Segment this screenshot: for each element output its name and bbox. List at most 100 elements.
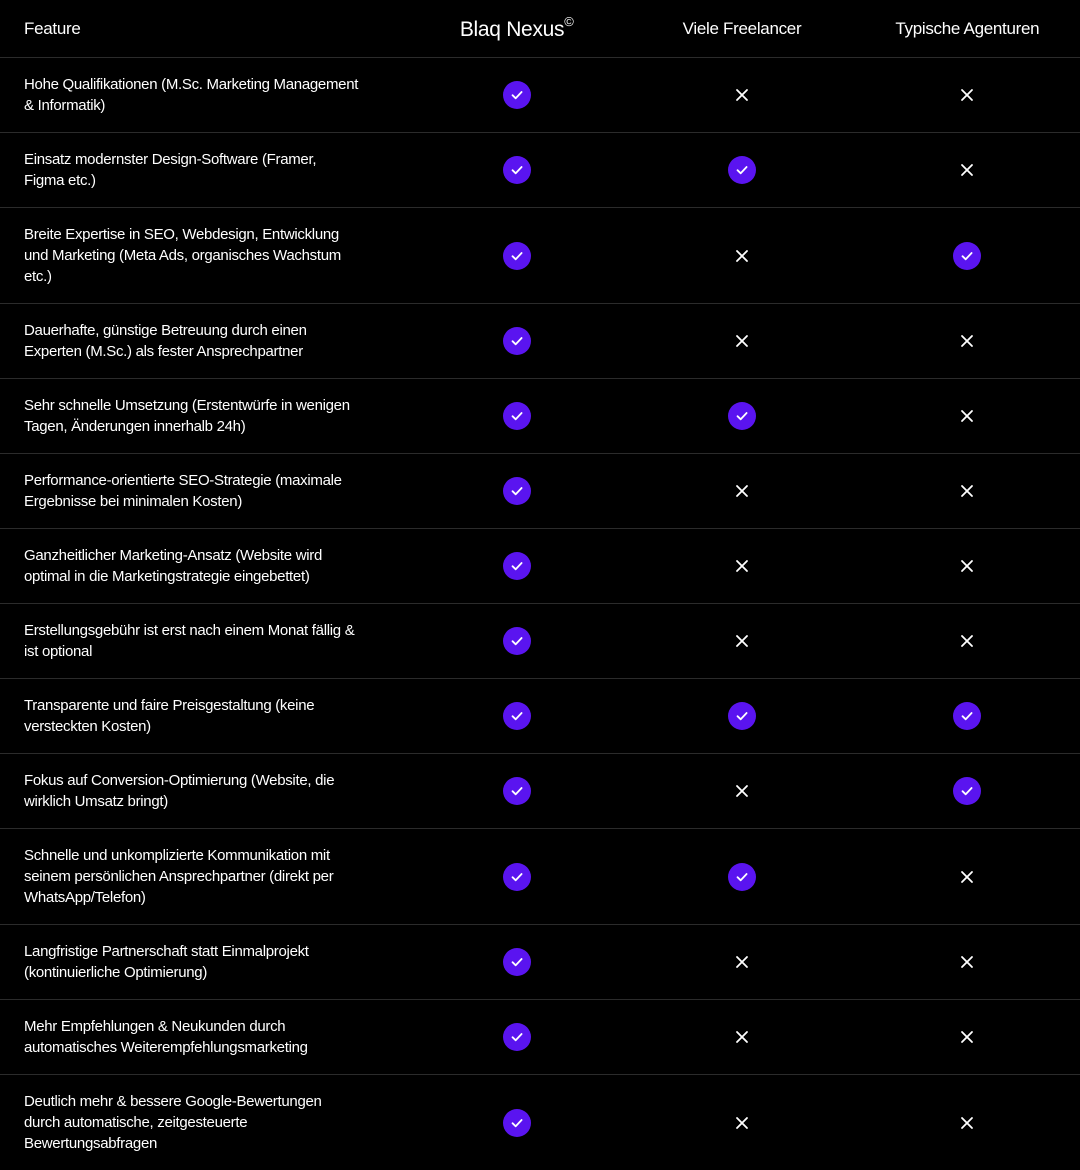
check-icon	[502, 401, 532, 431]
value-cell	[404, 133, 629, 208]
check-circle	[953, 242, 981, 270]
check-circle	[503, 627, 531, 655]
value-cell	[855, 379, 1080, 454]
check-icon	[502, 241, 532, 271]
table-row: Hohe Qualifikationen (M.Sc. Marketing Ma…	[0, 58, 1080, 133]
feature-cell: Ganzheitlicher Marketing-Ansatz (Website…	[0, 529, 404, 604]
table-body: Hohe Qualifikationen (M.Sc. Marketing Ma…	[0, 58, 1080, 1170]
feature-label: Erstellungsgebühr ist erst nach einem Mo…	[24, 620, 359, 662]
check-circle	[728, 402, 756, 430]
value-cell	[855, 58, 1080, 133]
feature-cell: Performance-orientierte SEO-Strategie (m…	[0, 454, 404, 529]
value-cell	[404, 604, 629, 679]
check-icon	[502, 776, 532, 806]
table-header: Feature Blaq Nexus© Viele Freelancer Typ…	[0, 0, 1080, 58]
feature-label: Transparente und faire Preisgestaltung (…	[24, 695, 359, 737]
check-icon	[502, 701, 532, 731]
feature-label: Dauerhafte, günstige Betreuung durch ein…	[24, 320, 359, 362]
table-row: Schnelle und unkomplizierte Kommunikatio…	[0, 829, 1080, 925]
value-cell	[404, 1075, 629, 1170]
cross-mark	[962, 165, 972, 175]
table-row: Sehr schnelle Umsetzung (Erstentwürfe in…	[0, 379, 1080, 454]
value-cell	[629, 58, 854, 133]
check-icon	[727, 862, 757, 892]
check-circle	[503, 156, 531, 184]
feature-cell: Deutlich mehr & bessere Google-Bewertung…	[0, 1075, 404, 1170]
cross-icon	[952, 476, 982, 506]
value-cell	[629, 379, 854, 454]
value-cell	[855, 754, 1080, 829]
value-cell	[855, 529, 1080, 604]
value-cell	[855, 604, 1080, 679]
check-circle	[503, 1109, 531, 1137]
cross-icon	[952, 1022, 982, 1052]
value-cell	[404, 679, 629, 754]
cross-icon	[952, 862, 982, 892]
value-cell	[855, 679, 1080, 754]
value-cell	[855, 454, 1080, 529]
value-cell	[855, 925, 1080, 1000]
check-icon	[727, 701, 757, 731]
cross-mark	[737, 561, 747, 571]
table-row: Deutlich mehr & bessere Google-Bewertung…	[0, 1075, 1080, 1170]
table-row: Ganzheitlicher Marketing-Ansatz (Website…	[0, 529, 1080, 604]
cross-mark	[962, 957, 972, 967]
cross-mark	[737, 90, 747, 100]
feature-label: Mehr Empfehlungen & Neukunden durch auto…	[24, 1016, 359, 1058]
cross-icon	[727, 626, 757, 656]
cross-mark	[737, 786, 747, 796]
cross-icon	[727, 326, 757, 356]
table-row: Breite Expertise in SEO, Webdesign, Entw…	[0, 208, 1080, 304]
cross-mark	[737, 251, 747, 261]
value-cell	[855, 208, 1080, 304]
feature-cell: Fokus auf Conversion-Optimierung (Websit…	[0, 754, 404, 829]
value-cell	[404, 379, 629, 454]
feature-label: Ganzheitlicher Marketing-Ansatz (Website…	[24, 545, 359, 587]
cross-mark	[737, 336, 747, 346]
value-cell	[629, 454, 854, 529]
check-icon	[502, 1022, 532, 1052]
table-row: Einsatz modernster Design-Software (Fram…	[0, 133, 1080, 208]
value-cell	[629, 304, 854, 379]
check-icon	[952, 701, 982, 731]
feature-cell: Mehr Empfehlungen & Neukunden durch auto…	[0, 1000, 404, 1075]
feature-label: Sehr schnelle Umsetzung (Erstentwürfe in…	[24, 395, 359, 437]
cross-mark	[962, 561, 972, 571]
check-circle	[728, 702, 756, 730]
value-cell	[629, 754, 854, 829]
value-cell	[629, 829, 854, 925]
check-icon	[502, 326, 532, 356]
check-icon	[502, 862, 532, 892]
value-cell	[629, 133, 854, 208]
header-column: Typische Agenturen	[855, 0, 1080, 58]
table-row: Performance-orientierte SEO-Strategie (m…	[0, 454, 1080, 529]
feature-label: Einsatz modernster Design-Software (Fram…	[24, 149, 359, 191]
check-icon	[502, 1108, 532, 1138]
value-cell	[404, 925, 629, 1000]
feature-cell: Breite Expertise in SEO, Webdesign, Entw…	[0, 208, 404, 304]
check-icon	[952, 241, 982, 271]
feature-cell: Dauerhafte, günstige Betreuung durch ein…	[0, 304, 404, 379]
value-cell	[629, 208, 854, 304]
cross-icon	[727, 776, 757, 806]
value-cell	[404, 304, 629, 379]
cross-mark	[962, 90, 972, 100]
check-circle	[503, 327, 531, 355]
cross-mark	[737, 636, 747, 646]
value-cell	[404, 58, 629, 133]
value-cell	[629, 925, 854, 1000]
feature-cell: Erstellungsgebühr ist erst nach einem Mo…	[0, 604, 404, 679]
cross-icon	[952, 947, 982, 977]
check-circle	[953, 777, 981, 805]
feature-label: Breite Expertise in SEO, Webdesign, Entw…	[24, 224, 359, 287]
value-cell	[404, 754, 629, 829]
table-row: Fokus auf Conversion-Optimierung (Websit…	[0, 754, 1080, 829]
feature-cell: Schnelle und unkomplizierte Kommunikatio…	[0, 829, 404, 925]
check-circle	[728, 156, 756, 184]
cross-mark	[962, 486, 972, 496]
cross-mark	[962, 1118, 972, 1128]
value-cell	[629, 1075, 854, 1170]
